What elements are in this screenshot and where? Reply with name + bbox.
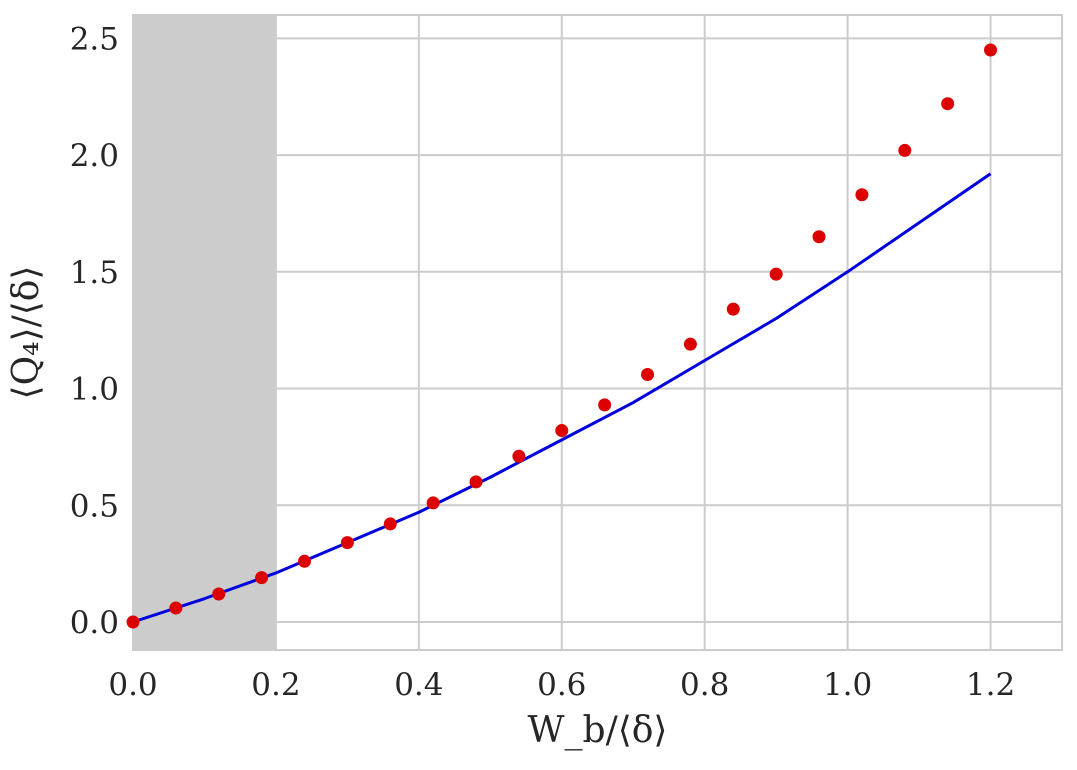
x-tick-label: 0.8: [680, 667, 729, 703]
data-point: [383, 517, 397, 531]
y-tick-label: 1.0: [70, 372, 119, 408]
data-point: [469, 475, 483, 489]
data-point: [898, 143, 912, 157]
y-tick-label: 2.5: [70, 21, 119, 57]
data-point: [126, 615, 140, 629]
grid-layer: [132, 14, 1063, 651]
y-tick-label: 1.5: [70, 255, 119, 291]
data-point: [512, 449, 526, 463]
data-point: [641, 368, 655, 382]
y-tick-label: 0.0: [70, 605, 119, 641]
data-point: [812, 230, 826, 244]
plot-area: [133, 15, 1062, 650]
y-tick-label: 2.0: [70, 138, 119, 174]
data-point: [855, 188, 869, 202]
data-point: [340, 536, 354, 550]
x-tick-label: 1.0: [823, 667, 872, 703]
data-point: [255, 571, 269, 585]
series-line: [132, 172, 992, 624]
shaded-region-layer: [133, 15, 276, 650]
plot-border: [132, 14, 1063, 651]
y-tick-label: 0.5: [70, 488, 119, 524]
point-layer: [126, 43, 998, 629]
x-axis-label: W_b/⟨δ⟩: [528, 710, 668, 751]
data-point: [941, 97, 955, 111]
x-tick-label: 1.2: [966, 667, 1015, 703]
data-point: [984, 43, 998, 57]
line-layer: [132, 172, 992, 624]
data-point: [212, 587, 226, 601]
shaded-region: [133, 15, 276, 650]
y-axis-label: ⟨Q₄⟩/⟨δ⟩: [6, 266, 47, 400]
axis-labels: W_b/⟨δ⟩ ⟨Q₄⟩/⟨δ⟩: [6, 266, 667, 751]
x-tick-label: 0.0: [108, 667, 157, 703]
y-tick-labels: 0.0 0.5 1.0 1.5 2.0 2.5: [70, 21, 119, 641]
data-point: [169, 601, 183, 615]
data-point: [426, 496, 440, 510]
data-point: [555, 424, 569, 438]
data-point: [598, 398, 612, 412]
data-point: [726, 302, 740, 316]
x-tick-label: 0.2: [251, 667, 300, 703]
x-tick-label: 0.6: [537, 667, 586, 703]
data-point: [769, 267, 783, 281]
x-tick-labels: 0.0 0.2 0.4 0.6 0.8 1.0 1.2: [108, 667, 1015, 703]
data-point: [298, 554, 312, 568]
data-point: [683, 337, 697, 351]
x-tick-label: 0.4: [394, 667, 443, 703]
